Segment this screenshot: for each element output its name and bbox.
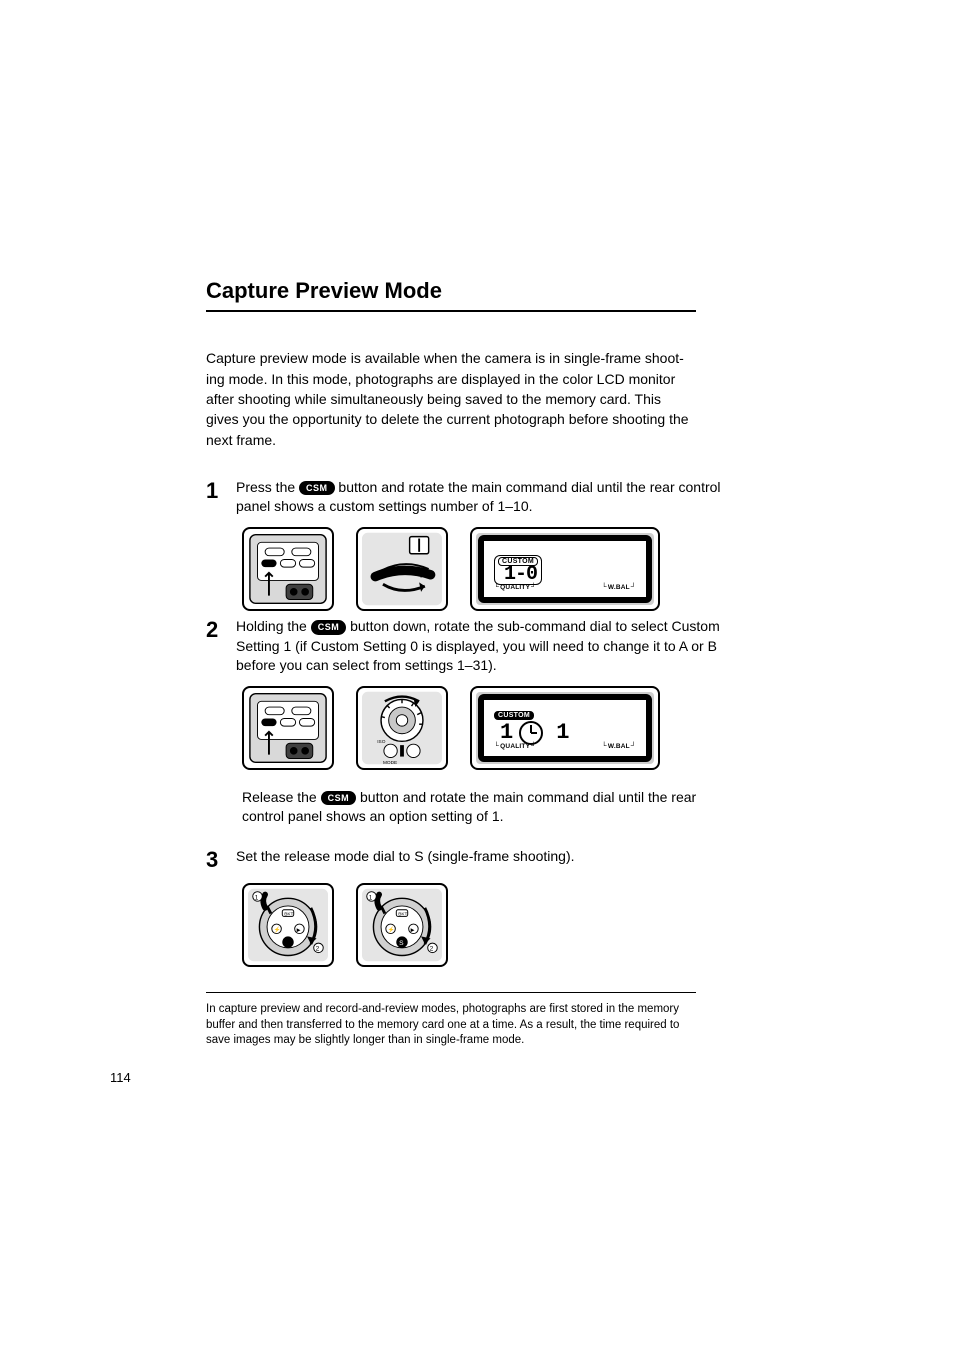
step-2: 2 Holding the CSM button down, rotate th… bbox=[206, 617, 746, 676]
step-3-body: Set the release mode dial to S (single-f… bbox=[236, 847, 746, 873]
custom-badge-inverse: CUSTOM bbox=[494, 711, 534, 720]
note-pre: Release the bbox=[242, 789, 321, 805]
fig-release-dial-unlock: BKT ⚡ ▶ 1 2 bbox=[242, 883, 334, 967]
svg-text:⚡: ⚡ bbox=[274, 926, 281, 934]
svg-text:BKT: BKT bbox=[284, 912, 293, 918]
step-2-figures: ISO MODE CUSTOM bbox=[242, 686, 746, 770]
step-1: 1 Press the CSM button and rotate the ma… bbox=[206, 478, 746, 517]
svg-text:2: 2 bbox=[316, 946, 320, 953]
step-2-body: Holding the CSM button down, rotate the … bbox=[236, 617, 746, 676]
fig-main-dial-1 bbox=[356, 527, 448, 611]
footnote-rule bbox=[206, 992, 696, 993]
step-1-figures: CUSTOM 1-0 QUALITY W.BAL bbox=[242, 527, 746, 611]
svg-text:2: 2 bbox=[430, 946, 434, 953]
fig-lcd-2: CUSTOM 1 1 bbox=[470, 686, 660, 770]
step-3-figures: BKT ⚡ ▶ 1 2 bbox=[242, 883, 746, 967]
svg-text:▶: ▶ bbox=[297, 928, 301, 934]
lcd-segment-1: 1-0 bbox=[498, 566, 537, 584]
intro-paragraph: Capture preview mode is available when t… bbox=[206, 348, 696, 449]
footnote: In capture preview and record-and-review… bbox=[206, 1002, 696, 1049]
manual-page: Capture Preview Mode Capture preview mod… bbox=[0, 0, 954, 1351]
step-number: 3 bbox=[206, 847, 236, 873]
content-column: Capture Preview Mode Capture preview mod… bbox=[206, 0, 746, 1351]
lcd-segment-2b: 1 bbox=[550, 723, 568, 743]
svg-text:S: S bbox=[399, 940, 404, 947]
fig-sub-dial-2: ISO MODE bbox=[356, 686, 448, 770]
page-number: 114 bbox=[110, 1070, 131, 1085]
lcd-quality-label: QUALITY bbox=[494, 584, 536, 591]
svg-text:ISO: ISO bbox=[377, 739, 385, 745]
fig-rear-panel-1 bbox=[242, 527, 334, 611]
svg-text:1: 1 bbox=[255, 894, 259, 901]
csm-icon: CSM bbox=[299, 481, 335, 496]
svg-text:BKT: BKT bbox=[398, 912, 407, 918]
title-rule bbox=[206, 310, 696, 312]
fig-rear-panel-2 bbox=[242, 686, 334, 770]
lcd-wbal-label-2: W.BAL bbox=[602, 743, 636, 750]
step-1-pre: Press the bbox=[236, 479, 299, 495]
step-2-pre: Holding the bbox=[236, 618, 311, 634]
step-number: 2 bbox=[206, 617, 236, 676]
fig-release-dial-s: BKT ⚡ ▶ S 1 2 bbox=[356, 883, 448, 967]
svg-text:MODE: MODE bbox=[383, 760, 397, 766]
lcd-segment-2a: 1 bbox=[494, 723, 512, 743]
lcd-wbal-label: W.BAL bbox=[602, 584, 636, 591]
step-number: 1 bbox=[206, 478, 236, 517]
svg-text:1: 1 bbox=[369, 894, 373, 901]
svg-text:⚡: ⚡ bbox=[388, 926, 395, 934]
step-3: 3 Set the release mode dial to S (single… bbox=[206, 847, 746, 873]
section-title: Capture Preview Mode bbox=[206, 0, 746, 304]
csm-icon: CSM bbox=[321, 791, 357, 806]
lcd-quality-label-2: QUALITY bbox=[494, 743, 536, 750]
csm-icon: CSM bbox=[311, 620, 347, 635]
step-1-body: Press the CSM button and rotate the main… bbox=[236, 478, 746, 517]
svg-text:▶: ▶ bbox=[411, 928, 415, 934]
fig-lcd-1: CUSTOM 1-0 QUALITY W.BAL bbox=[470, 527, 660, 611]
step-2-note: Release the CSM button and rotate the ma… bbox=[242, 788, 712, 827]
